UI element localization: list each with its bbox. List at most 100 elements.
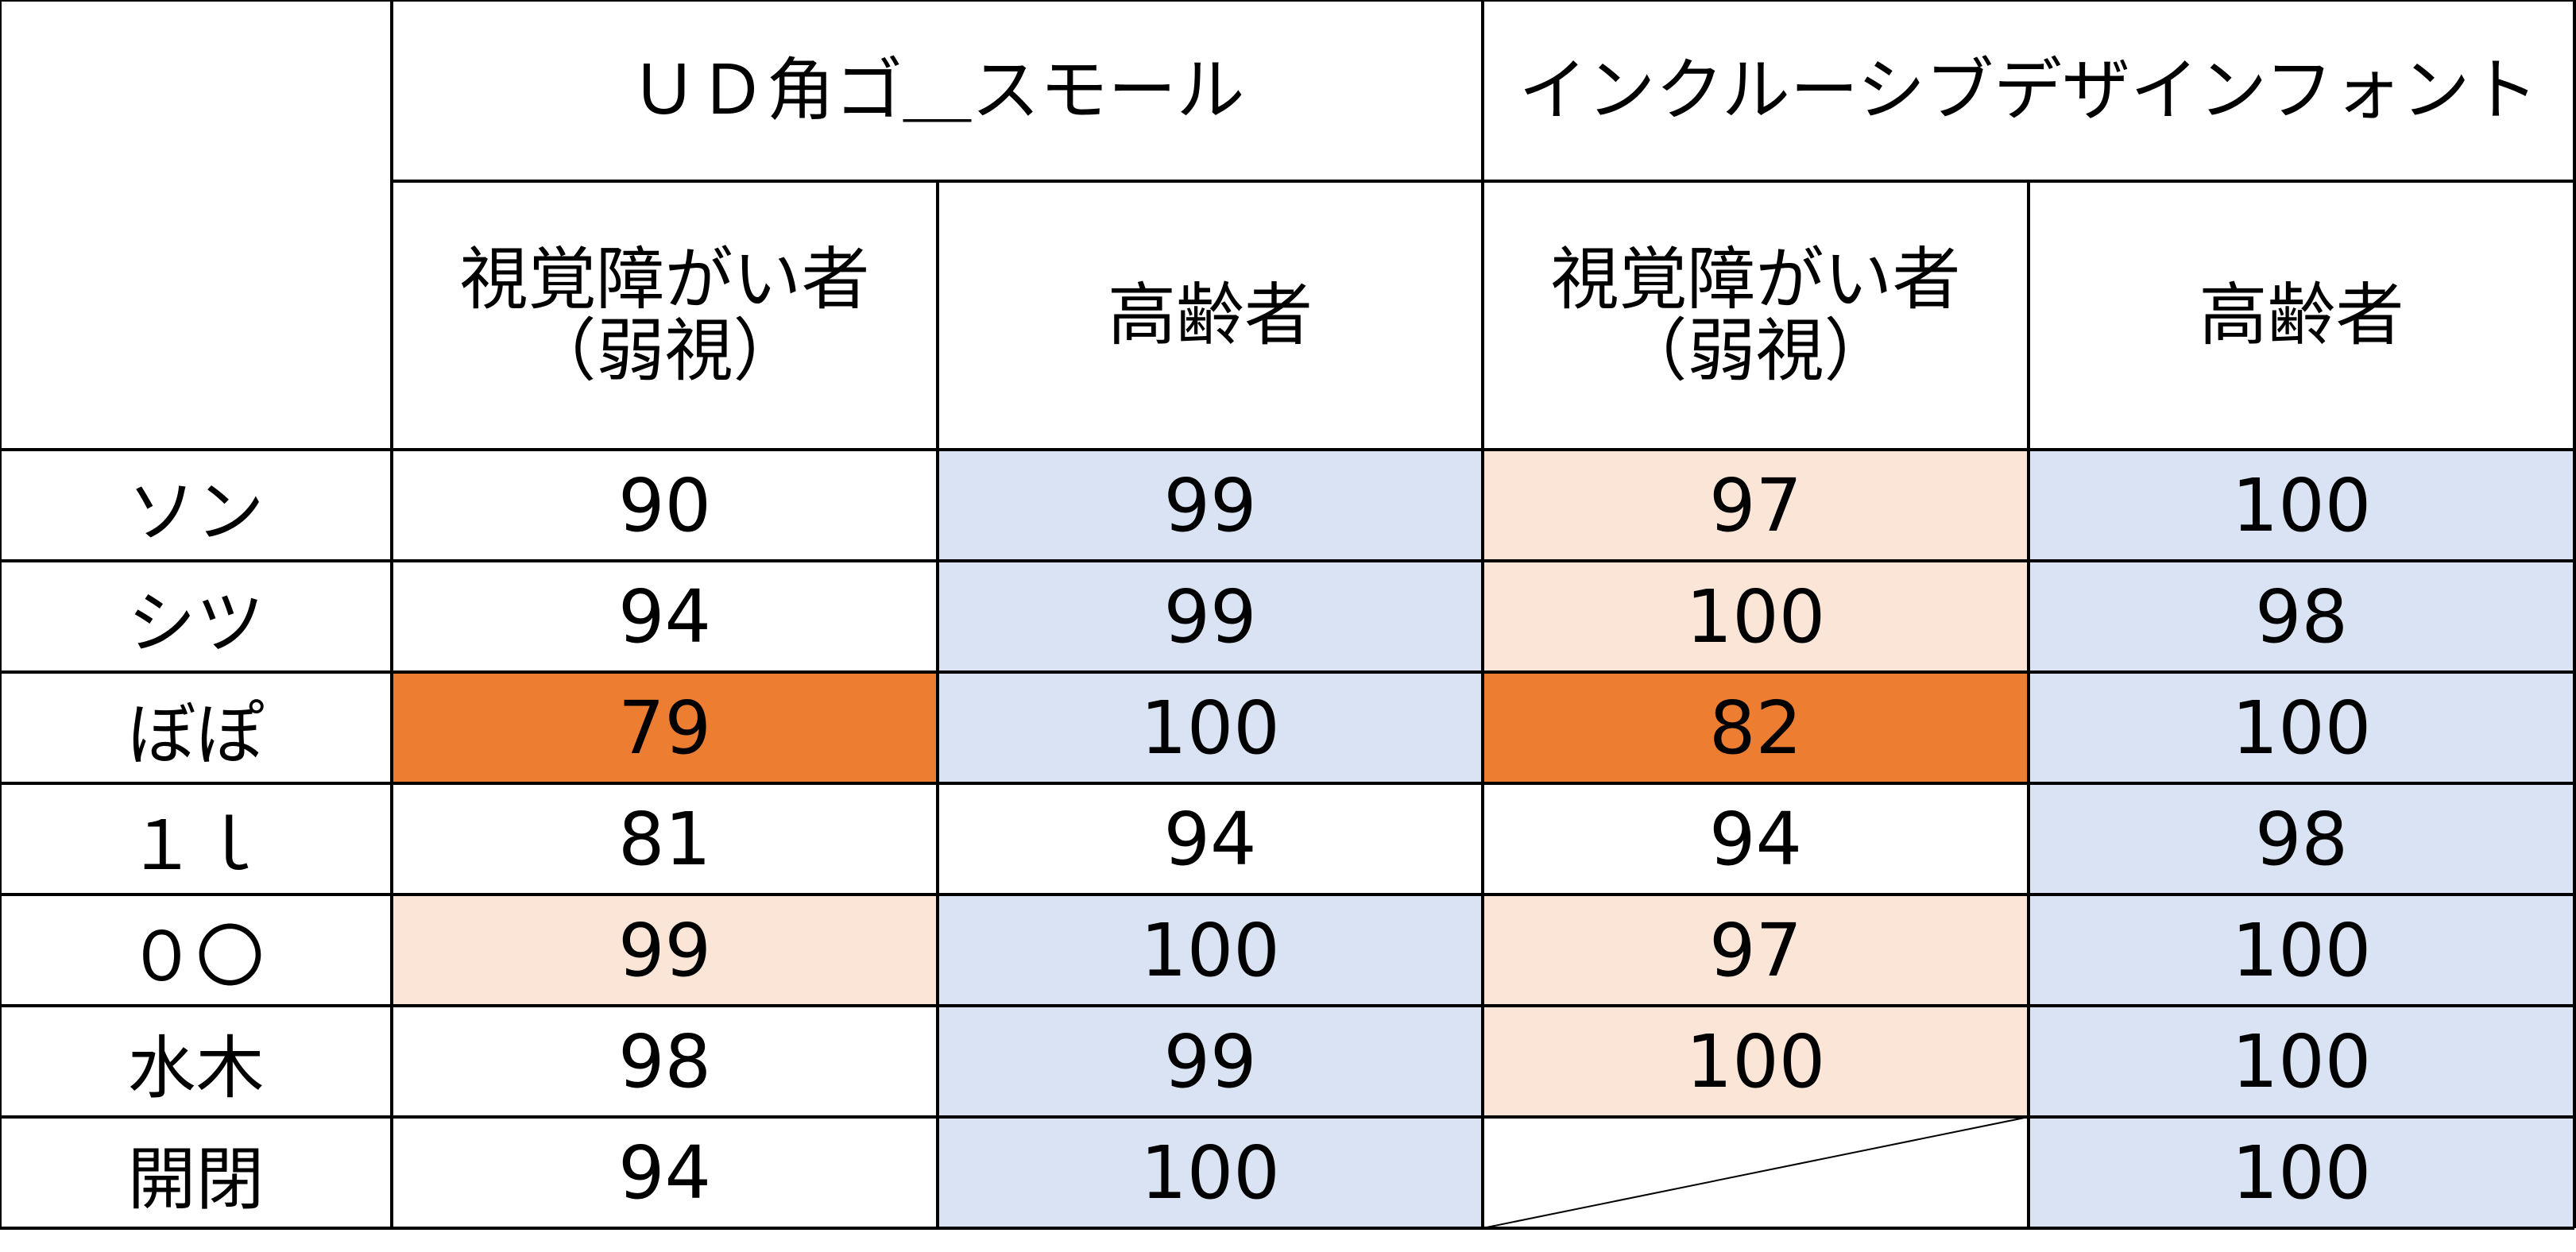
grid-line-vertical bbox=[390, 0, 393, 1228]
font-group-header: インクルーシブデザインフォント bbox=[1483, 0, 2574, 181]
value-cell: 100 bbox=[1483, 561, 2029, 672]
subcolumn-header: 高齢者 bbox=[938, 181, 1483, 450]
row-label: 開閉 bbox=[0, 1117, 392, 1228]
value-cell: 94 bbox=[392, 1117, 938, 1228]
value-cell: 100 bbox=[2029, 895, 2574, 1006]
value-cell: 100 bbox=[2029, 450, 2574, 561]
grid-line-vertical bbox=[0, 0, 2, 1228]
grid-line-horizontal bbox=[0, 1115, 2574, 1119]
subcolumn-line2: （弱視） bbox=[528, 311, 802, 391]
value-text: 100 bbox=[2231, 907, 2372, 993]
value-text: 94 bbox=[617, 1130, 712, 1215]
value-cell: 94 bbox=[1483, 783, 2029, 895]
grid-line-vertical bbox=[936, 181, 939, 1228]
row-label: ０〇 bbox=[0, 895, 392, 1006]
font-group-label: インクルーシブデザインフォント bbox=[1518, 50, 2539, 130]
value-text: 98 bbox=[617, 1018, 712, 1104]
value-text: 97 bbox=[1708, 907, 1803, 993]
row-label-text: 水木 bbox=[127, 1028, 265, 1108]
grid-line-horizontal bbox=[0, 670, 2574, 674]
grid-line-horizontal bbox=[0, 893, 2574, 896]
value-cell: 99 bbox=[938, 450, 1483, 561]
grid-line-horizontal bbox=[0, 1004, 2574, 1007]
value-text: 90 bbox=[617, 462, 712, 548]
value-text: 99 bbox=[1163, 574, 1257, 659]
value-text: 82 bbox=[1708, 685, 1803, 771]
value-text: 100 bbox=[1140, 685, 1280, 771]
subcolumn-label: 高齢者 bbox=[1108, 275, 1313, 355]
value-cell: 100 bbox=[2029, 672, 2574, 783]
value-cell: 99 bbox=[392, 895, 938, 1006]
subcolumn-line1: 高齢者 bbox=[2199, 275, 2404, 355]
value-cell: 79 bbox=[392, 672, 938, 783]
grid-line-horizontal bbox=[0, 0, 2574, 2]
grid-line-horizontal bbox=[0, 448, 2574, 451]
value-text: 100 bbox=[1140, 907, 1280, 993]
value-cell: 81 bbox=[392, 783, 938, 895]
grid-line-horizontal bbox=[0, 559, 2574, 562]
row-label: ソン bbox=[0, 450, 392, 561]
value-cell: 97 bbox=[1483, 450, 2029, 561]
value-text: 100 bbox=[1140, 1130, 1280, 1215]
subcolumn-label: 視覚障がい者 （弱視） bbox=[1550, 239, 1961, 391]
value-text: 100 bbox=[2231, 462, 2372, 548]
row-label-text: １ｌ bbox=[127, 806, 265, 886]
value-text: 98 bbox=[2254, 796, 2349, 882]
value-text: 100 bbox=[1685, 574, 1826, 659]
subcolumn-line1: 視覚障がい者 bbox=[459, 239, 870, 319]
diagonal-line bbox=[1483, 1117, 2029, 1228]
value-cell: 94 bbox=[938, 783, 1483, 895]
value-text: 81 bbox=[617, 796, 712, 882]
row-label: １ｌ bbox=[0, 783, 392, 895]
value-cell: 100 bbox=[1483, 1006, 2029, 1117]
value-cell: 98 bbox=[2029, 561, 2574, 672]
grid-line-horizontal bbox=[0, 782, 2574, 785]
font-group-header: ＵＤ角ゴ＿スモール bbox=[392, 0, 1483, 181]
row-label-text: シツ bbox=[127, 583, 265, 663]
empty-cell-diagonal bbox=[1483, 1117, 2029, 1228]
subcolumn-line1: 視覚障がい者 bbox=[1550, 239, 1961, 319]
value-cell: 100 bbox=[2029, 1006, 2574, 1117]
subcolumn-label: 視覚障がい者 （弱視） bbox=[459, 239, 870, 391]
font-group-label: ＵＤ角ゴ＿スモール bbox=[629, 50, 1245, 130]
value-text: 94 bbox=[617, 574, 712, 659]
row-label-text: ぼぽ bbox=[127, 694, 265, 775]
subcolumn-label: 高齢者 bbox=[2199, 275, 2404, 355]
value-cell: 99 bbox=[938, 561, 1483, 672]
value-text: 100 bbox=[2231, 1018, 2372, 1104]
value-text: 98 bbox=[2254, 574, 2349, 659]
value-cell: 100 bbox=[938, 1117, 1483, 1228]
value-cell: 82 bbox=[1483, 672, 2029, 783]
value-cell: 99 bbox=[938, 1006, 1483, 1117]
row-label-text: 開閉 bbox=[127, 1139, 265, 1219]
value-cell: 97 bbox=[1483, 895, 2029, 1006]
value-text: 94 bbox=[1163, 796, 1257, 882]
value-text: 100 bbox=[1685, 1018, 1826, 1104]
value-text: 97 bbox=[1708, 462, 1803, 548]
value-text: 100 bbox=[2231, 1130, 2372, 1215]
grid-line-horizontal bbox=[0, 1227, 2574, 1230]
value-cell: 100 bbox=[2029, 1117, 2574, 1228]
row-label-text: ソン bbox=[127, 472, 265, 552]
row-label-text: ０〇 bbox=[127, 917, 265, 997]
grid-line-vertical bbox=[2573, 0, 2576, 1228]
subcolumn-line2: （弱視） bbox=[1619, 311, 1893, 391]
row-label: シツ bbox=[0, 561, 392, 672]
value-text: 94 bbox=[1708, 796, 1803, 882]
value-cell: 100 bbox=[938, 672, 1483, 783]
subcolumn-header: 視覚障がい者 （弱視） bbox=[1483, 181, 2029, 450]
value-cell: 98 bbox=[2029, 783, 2574, 895]
value-text: 79 bbox=[617, 685, 712, 771]
row-label: 水木 bbox=[0, 1006, 392, 1117]
subcolumn-line1: 高齢者 bbox=[1108, 275, 1313, 355]
row-label: ぼぽ bbox=[0, 672, 392, 783]
value-text: 99 bbox=[1163, 462, 1257, 548]
value-cell: 90 bbox=[392, 450, 938, 561]
value-text: 100 bbox=[2231, 685, 2372, 771]
grid-line-vertical bbox=[1481, 0, 1484, 1228]
value-cell: 98 bbox=[392, 1006, 938, 1117]
subcolumn-header: 視覚障がい者 （弱視） bbox=[392, 181, 938, 450]
value-cell: 94 bbox=[392, 561, 938, 672]
value-cell: 100 bbox=[938, 895, 1483, 1006]
